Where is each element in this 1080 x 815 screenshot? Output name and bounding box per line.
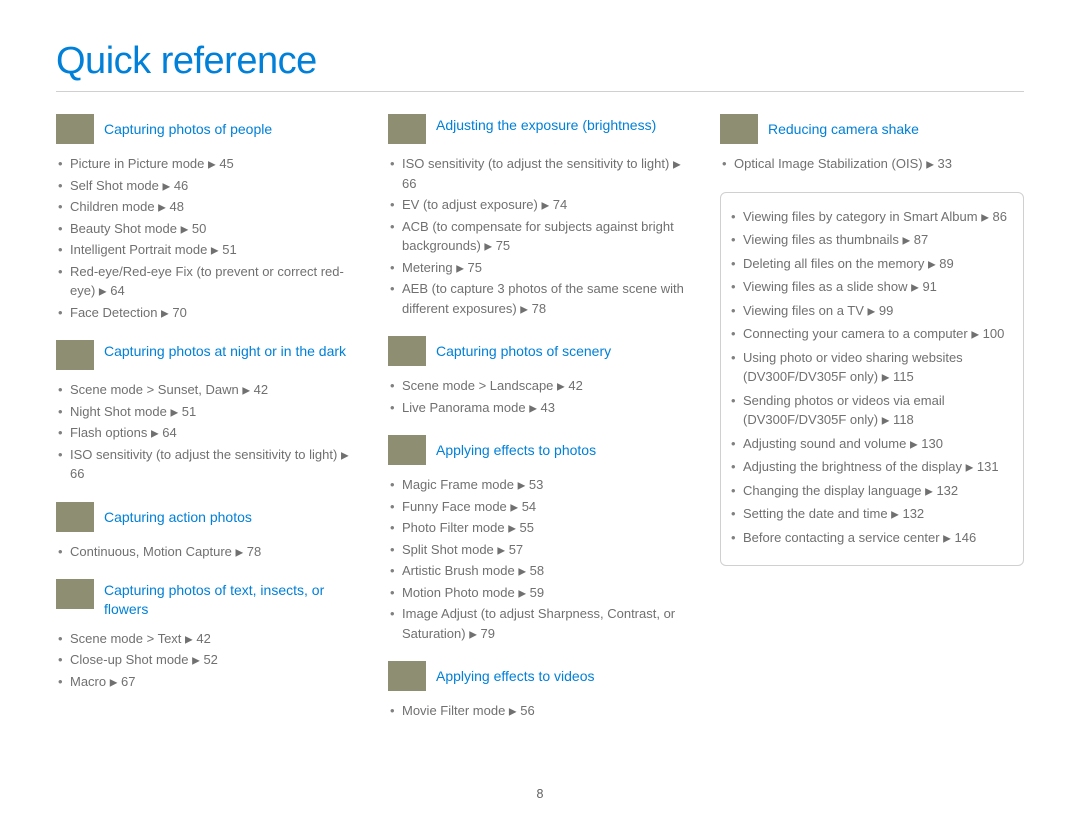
list-item[interactable]: EV (to adjust exposure) ▶ 74 (388, 195, 692, 215)
list-item[interactable]: Adjusting sound and volume ▶ 130 (729, 434, 1013, 454)
list-item[interactable]: ISO sensitivity (to adjust the sensitivi… (388, 154, 692, 193)
section-effects-photos: Applying effects to photos Magic Frame mo… (388, 435, 692, 643)
section-heading: Capturing photos of people (56, 114, 360, 144)
list-item[interactable]: Children mode ▶ 48 (56, 197, 360, 217)
list-item[interactable]: Intelligent Portrait mode ▶ 51 (56, 240, 360, 260)
column-1: Capturing photos of people Picture in Pic… (56, 114, 360, 739)
section-title[interactable]: Capturing photos of people (104, 114, 272, 139)
list-item[interactable]: Adjusting the brightness of the display … (729, 457, 1013, 477)
list-item[interactable]: Deleting all files on the memory ▶ 89 (729, 254, 1013, 274)
item-list: Scene mode > Sunset, Dawn ▶ 42Night Shot… (56, 380, 360, 484)
text-thumbnail-icon (56, 579, 94, 609)
night-thumbnail-icon (56, 340, 94, 370)
section-shake: Reducing camera shake Optical Image Stabi… (720, 114, 1024, 174)
item-list: Viewing files by category in Smart Album… (729, 207, 1013, 548)
list-item[interactable]: Live Panorama mode ▶ 43 (388, 398, 692, 418)
item-list: Movie Filter mode ▶ 56 (388, 701, 692, 721)
section-people: Capturing photos of people Picture in Pic… (56, 114, 360, 322)
section-action: Capturing action photos Continuous, Motio… (56, 502, 360, 562)
list-item[interactable]: Beauty Shot mode ▶ 50 (56, 219, 360, 239)
list-item[interactable]: Before contacting a service center ▶ 146 (729, 528, 1013, 548)
page-title: Quick reference (56, 40, 1024, 92)
list-item[interactable]: Scene mode > Sunset, Dawn ▶ 42 (56, 380, 360, 400)
list-item[interactable]: Picture in Picture mode ▶ 45 (56, 154, 360, 174)
item-list: Continuous, Motion Capture ▶ 78 (56, 542, 360, 562)
people-thumbnail-icon (56, 114, 94, 144)
list-item[interactable]: Metering ▶ 75 (388, 258, 692, 278)
item-list: ISO sensitivity (to adjust the sensitivi… (388, 154, 692, 318)
list-item[interactable]: Motion Photo mode ▶ 59 (388, 583, 692, 603)
list-item[interactable]: Magic Frame mode ▶ 53 (388, 475, 692, 495)
list-item[interactable]: Macro ▶ 67 (56, 672, 360, 692)
list-item[interactable]: Photo Filter mode ▶ 55 (388, 518, 692, 538)
shake-thumbnail-icon (720, 114, 758, 144)
list-item[interactable]: Image Adjust (to adjust Sharpness, Contr… (388, 604, 692, 643)
list-item[interactable]: Self Shot mode ▶ 46 (56, 176, 360, 196)
list-item[interactable]: Continuous, Motion Capture ▶ 78 (56, 542, 360, 562)
action-thumbnail-icon (56, 502, 94, 532)
list-item[interactable]: Viewing files as thumbnails ▶ 87 (729, 230, 1013, 250)
list-item[interactable]: Scene mode > Text ▶ 42 (56, 629, 360, 649)
section-title[interactable]: Reducing camera shake (768, 114, 919, 139)
scenery-thumbnail-icon (388, 336, 426, 366)
section-title[interactable]: Capturing photos at night or in the dark (104, 340, 346, 361)
list-item[interactable]: Movie Filter mode ▶ 56 (388, 701, 692, 721)
column-2: Adjusting the exposure (brightness) ISO s… (388, 114, 692, 739)
list-item[interactable]: Funny Face mode ▶ 54 (388, 497, 692, 517)
effects-photos-thumbnail-icon (388, 435, 426, 465)
list-item[interactable]: Artistic Brush mode ▶ 58 (388, 561, 692, 581)
section-title[interactable]: Capturing action photos (104, 502, 252, 527)
section-heading: Reducing camera shake (720, 114, 1024, 144)
list-item[interactable]: Sending photos or videos via email (DV30… (729, 391, 1013, 430)
list-item[interactable]: Close-up Shot mode ▶ 52 (56, 650, 360, 670)
list-item[interactable]: Connecting your camera to a computer ▶ 1… (729, 324, 1013, 344)
section-heading: Capturing photos at night or in the dark (56, 340, 360, 370)
section-heading: Adjusting the exposure (brightness) (388, 114, 692, 144)
list-item[interactable]: Setting the date and time ▶ 132 (729, 504, 1013, 524)
item-list: Picture in Picture mode ▶ 45Self Shot mo… (56, 154, 360, 322)
list-item[interactable]: Red-eye/Red-eye Fix (to prevent or corre… (56, 262, 360, 301)
item-list: Optical Image Stabilization (OIS) ▶ 33 (720, 154, 1024, 174)
section-title[interactable]: Applying effects to photos (436, 435, 596, 460)
section-heading: Capturing action photos (56, 502, 360, 532)
list-item[interactable]: ISO sensitivity (to adjust the sensitivi… (56, 445, 360, 484)
section-night: Capturing photos at night or in the dark… (56, 340, 360, 484)
list-item[interactable]: Viewing files as a slide show ▶ 91 (729, 277, 1013, 297)
list-item[interactable]: Optical Image Stabilization (OIS) ▶ 33 (720, 154, 1024, 174)
item-list: Scene mode > Landscape ▶ 42Live Panorama… (388, 376, 692, 417)
section-title[interactable]: Capturing photos of text, insects, or fl… (104, 579, 360, 619)
section-title[interactable]: Capturing photos of scenery (436, 336, 611, 361)
section-title[interactable]: Adjusting the exposure (brightness) (436, 114, 656, 135)
section-exposure: Adjusting the exposure (brightness) ISO s… (388, 114, 692, 318)
list-item[interactable]: Flash options ▶ 64 (56, 423, 360, 443)
column-3: Reducing camera shake Optical Image Stabi… (720, 114, 1024, 739)
section-heading: Capturing photos of scenery (388, 336, 692, 366)
misc-topics-box: Viewing files by category in Smart Album… (720, 192, 1024, 567)
item-list: Scene mode > Text ▶ 42Close-up Shot mode… (56, 629, 360, 692)
effects-videos-thumbnail-icon (388, 661, 426, 691)
section-heading: Capturing photos of text, insects, or fl… (56, 579, 360, 619)
section-effects-videos: Applying effects to videos Movie Filter m… (388, 661, 692, 721)
section-heading: Applying effects to photos (388, 435, 692, 465)
section-scenery: Capturing photos of scenery Scene mode > … (388, 336, 692, 417)
list-item[interactable]: Scene mode > Landscape ▶ 42 (388, 376, 692, 396)
list-item[interactable]: Changing the display language ▶ 132 (729, 481, 1013, 501)
exposure-thumbnail-icon (388, 114, 426, 144)
list-item[interactable]: AEB (to capture 3 photos of the same sce… (388, 279, 692, 318)
section-title[interactable]: Applying effects to videos (436, 661, 595, 686)
list-item[interactable]: Night Shot mode ▶ 51 (56, 402, 360, 422)
list-item[interactable]: Viewing files by category in Smart Album… (729, 207, 1013, 227)
page-number: 8 (0, 787, 1080, 801)
item-list: Magic Frame mode ▶ 53Funny Face mode ▶ 5… (388, 475, 692, 643)
section-text: Capturing photos of text, insects, or fl… (56, 579, 360, 691)
list-item[interactable]: ACB (to compensate for subjects against … (388, 217, 692, 256)
list-item[interactable]: Face Detection ▶ 70 (56, 303, 360, 323)
list-item[interactable]: Viewing files on a TV ▶ 99 (729, 301, 1013, 321)
content-columns: Capturing photos of people Picture in Pic… (56, 114, 1024, 739)
list-item[interactable]: Using photo or video sharing websites (D… (729, 348, 1013, 387)
section-heading: Applying effects to videos (388, 661, 692, 691)
list-item[interactable]: Split Shot mode ▶ 57 (388, 540, 692, 560)
